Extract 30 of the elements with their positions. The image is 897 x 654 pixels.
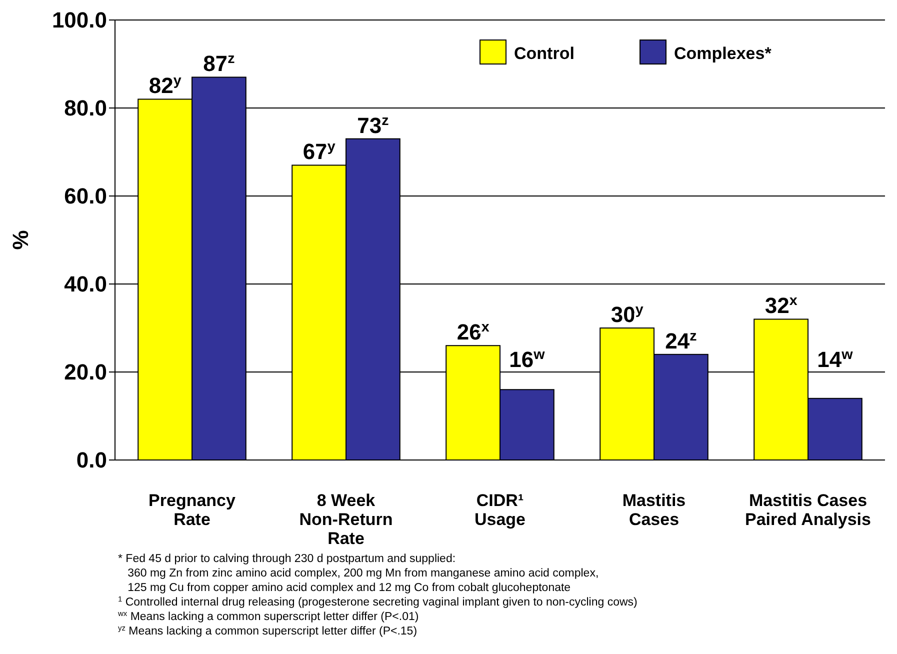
text: $^{yz}$ Means lacking a common superscript letter differ (P<.15) [118,623,418,638]
y-tick-label: 80.0 [64,96,107,121]
text: $^{1}$ Controlled internal drug releasing (progesterone secreting vaginal implant given to non-cycling cows) [118,594,638,608]
legend-label: Complexes* [674,44,772,63]
y-tick-label: 0.0 [76,448,107,473]
y-axis-title: % [8,230,33,250]
x-tick-label: 8 Week Non-Return Rate [299,491,393,548]
text: * Fed 45 d prior to calving through 230 d postpartum and supplied: [118,553,456,565]
data-label: 16$^{w}$ [509,347,546,372]
x-tick-label: CIDR¹ Usage [474,491,526,529]
data-label: 82$^{y}$ [148,73,182,98]
data-label: 87$^{z}$ [203,51,235,76]
text: 125 mg Cu from copper amino acid complex and 12 mg Co from cobalt glucoheptonate [118,582,571,594]
data-label: 26$^{x}$ [456,320,490,345]
y-tick-label: 40.0 [64,272,107,297]
legend-label: Control [514,44,574,63]
y-tick-label: 100.0 [52,8,107,33]
y-tick-label: 60.0 [64,184,107,209]
x-tick-label: Pregnancy Rate [148,491,236,529]
data-label: 73$^{z}$ [357,112,389,138]
data-label: 30$^{y}$ [610,302,644,327]
data-label: 32$^{x}$ [764,293,798,318]
x-tick-label: Mastitis Cases Paired Analysis [745,491,871,529]
data-label: 14$^{w}$ [817,347,854,372]
y-tick-label: 20.0 [64,360,107,385]
text: 360 mg Zn from zinc amino acid complex, 200 mg Mn from manganese amino acid complex, [118,568,599,580]
data-label: 67$^{y}$ [302,139,336,164]
data-label: 24$^{z}$ [665,328,697,354]
text: $^{wx}$ Means lacking a common superscript letter differ (P<.01) [117,608,419,623]
x-tick-label: Mastitis Cases [622,491,686,529]
